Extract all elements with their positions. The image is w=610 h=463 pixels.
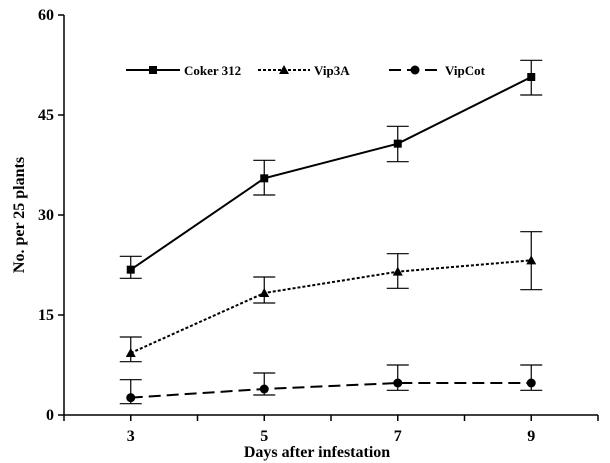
legend-label: Vip3A xyxy=(314,63,350,78)
data-point xyxy=(526,378,536,388)
legend-item-vipcot: VipCot xyxy=(389,63,486,78)
data-point xyxy=(527,73,536,81)
series-layer xyxy=(119,59,543,405)
x-tick-label: 7 xyxy=(394,428,402,445)
series-line xyxy=(130,259,532,354)
data-point xyxy=(259,288,270,297)
data-point xyxy=(260,174,269,183)
x-tick-label: 9 xyxy=(527,428,535,445)
data-point xyxy=(393,378,403,388)
axes: 0 15 30 45 60 3 5 7 9 xyxy=(38,7,599,445)
legend-label: Coker 312 xyxy=(184,63,241,78)
data-point xyxy=(526,255,537,265)
series-vip3a xyxy=(119,231,543,363)
legend-item-coker-312: Coker 312 xyxy=(126,63,241,78)
series-line xyxy=(130,382,532,399)
y-tick-label: 0 xyxy=(46,407,54,424)
legend-marker xyxy=(279,65,289,74)
legend-label: VipCot xyxy=(445,63,486,78)
series-coker-312 xyxy=(119,59,543,279)
y-tick-label: 60 xyxy=(38,7,54,24)
data-point xyxy=(126,393,136,403)
y-axis-title: No. per 25 plants xyxy=(11,157,28,273)
data-point xyxy=(392,266,403,276)
y-tick-label: 15 xyxy=(38,307,54,324)
y-tick-label: 30 xyxy=(38,207,54,224)
legend-item-vip3a: Vip3A xyxy=(258,63,350,78)
x-tick-label: 3 xyxy=(127,428,135,445)
series-vipcot xyxy=(119,364,543,405)
y-tick-label: 45 xyxy=(38,107,54,124)
legend-marker xyxy=(410,65,420,75)
series-line xyxy=(130,76,532,271)
x-axis-title: Days after infestation xyxy=(244,444,390,461)
data-point xyxy=(125,348,136,357)
legend: Coker 312 Vip3A VipCot xyxy=(126,63,486,78)
data-point xyxy=(259,384,269,394)
data-point xyxy=(393,139,402,148)
data-point xyxy=(126,265,135,274)
x-tick-label: 5 xyxy=(260,428,268,445)
legend-marker xyxy=(149,66,157,74)
